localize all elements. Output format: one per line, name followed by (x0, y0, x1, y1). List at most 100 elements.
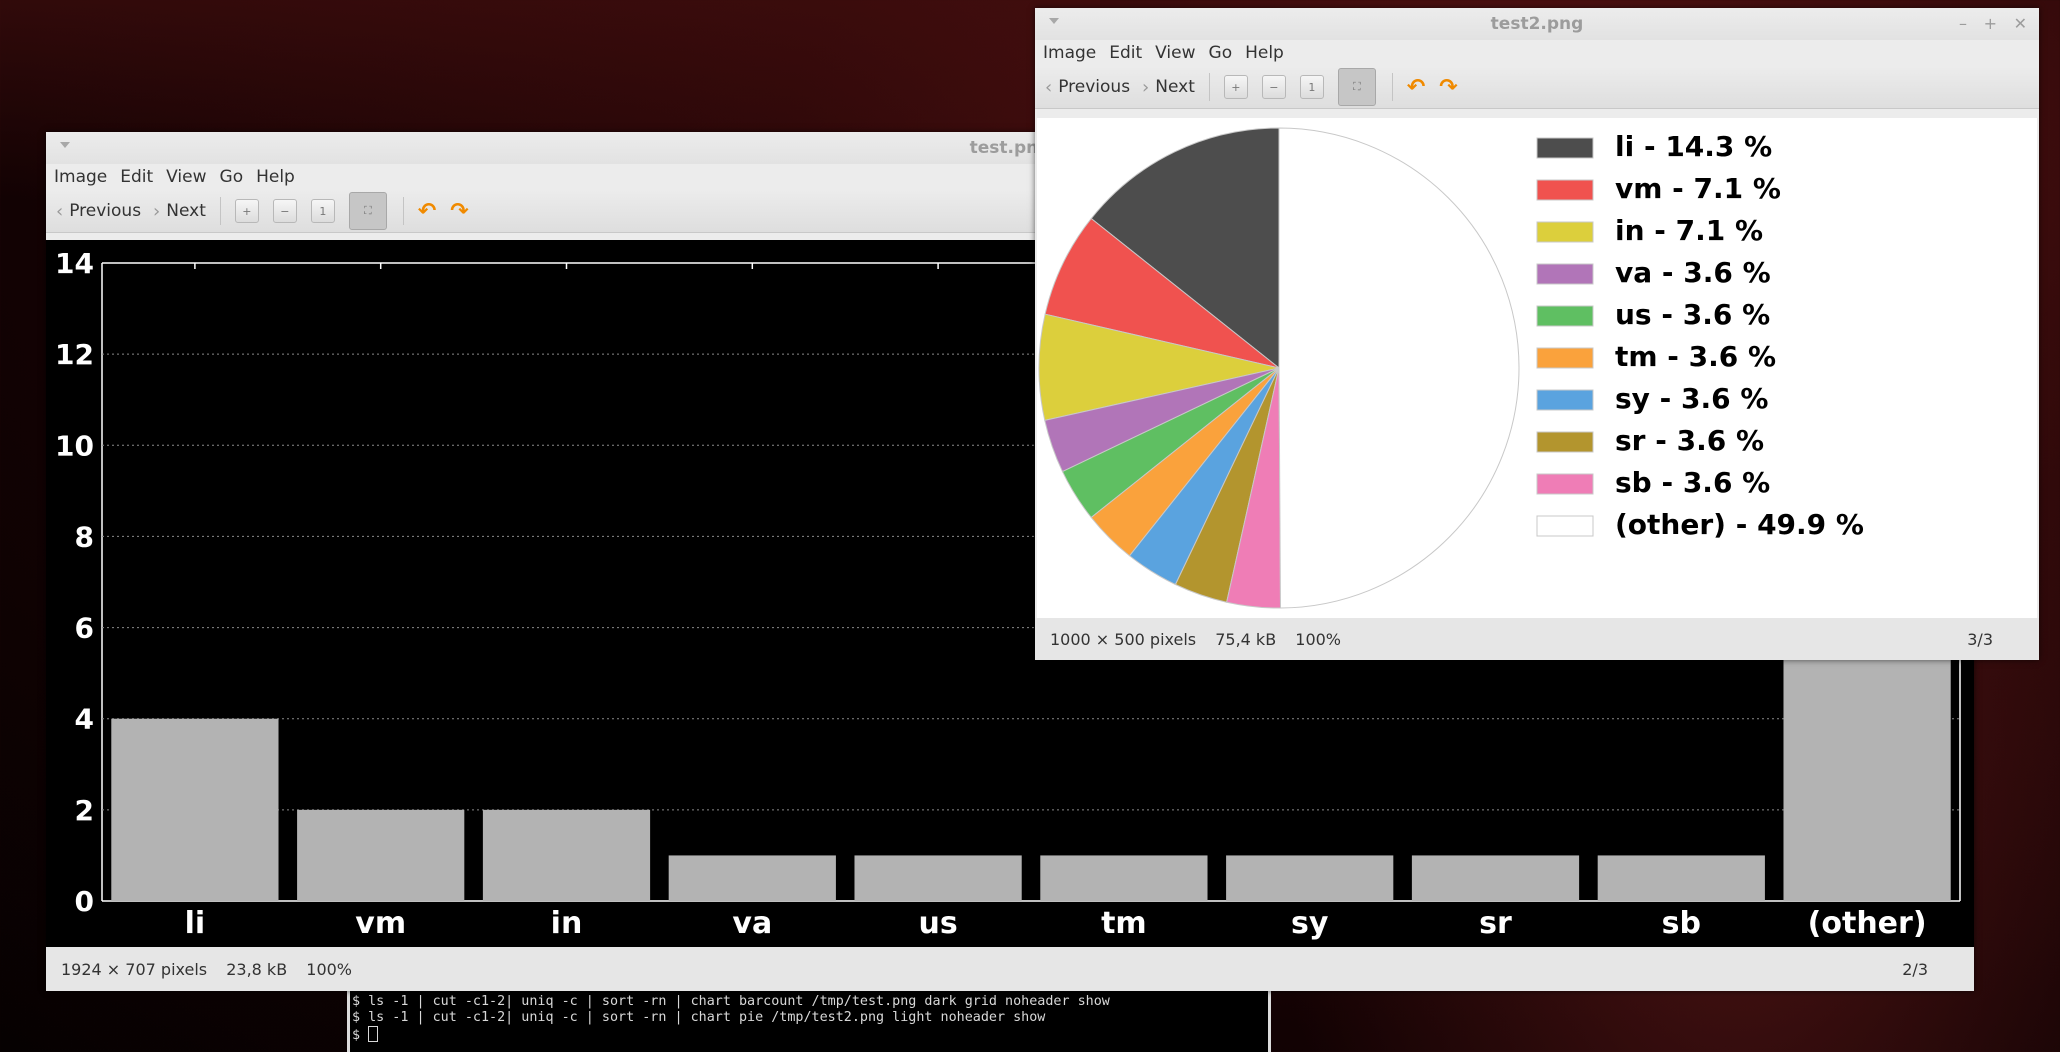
image-dimensions: 1000 × 500 pixels (1050, 629, 1197, 649)
next-label: Next (1155, 77, 1195, 97)
toolbar-separator (1208, 73, 1210, 101)
window-title: test2.png (1490, 14, 1584, 34)
previous-button[interactable]: ‹ Previous (56, 201, 141, 222)
legend-label-3: va - 3.6 % (1615, 256, 1771, 289)
bar-sy (1226, 855, 1394, 901)
rotate-right-icon[interactable]: ↷ (1439, 74, 1458, 100)
arrow-right-icon: › (1142, 76, 1150, 98)
arrow-left-icon: ‹ (1045, 76, 1053, 98)
image-position: 3/3 (1967, 629, 1993, 649)
legend-label-1: vm - 7.1 % (1615, 172, 1781, 205)
legend-swatch-2 (1536, 221, 1594, 243)
legend-label-6: sy - 3.6 % (1615, 382, 1768, 415)
y-tick-label: 14 (55, 247, 94, 280)
legend-swatch-4 (1536, 305, 1594, 327)
menu-image[interactable]: Image (54, 167, 108, 187)
menu-image[interactable]: Image (1043, 43, 1097, 63)
zoom-level: 100% (1295, 629, 1342, 649)
legend-label-2: in - 7.1 % (1615, 214, 1763, 247)
next-button[interactable]: › Next (153, 201, 206, 222)
previous-button[interactable]: ‹ Previous (1045, 77, 1130, 98)
close-icon[interactable]: ✕ (2013, 14, 2027, 33)
window-title: test.png (969, 138, 1051, 158)
legend-label-0: li - 14.3 % (1615, 130, 1772, 163)
menu-help[interactable]: Help (256, 167, 295, 187)
zoom-normal-icon[interactable]: 1 (1299, 75, 1324, 99)
zoom-fit-icon[interactable]: ⛶ (348, 192, 387, 230)
menu-help[interactable]: Help (1245, 43, 1284, 63)
bar-vm (297, 809, 465, 901)
statusbar: 1000 × 500 pixels 75,4 kB 100% 3/3 (1035, 618, 2039, 660)
zoom-fit-icon[interactable]: ⛶ (1337, 68, 1376, 106)
prompt-text: $ (352, 1028, 369, 1043)
legend-swatch-8 (1536, 473, 1594, 495)
menu-view[interactable]: View (1155, 43, 1196, 63)
zoom-out-icon[interactable]: − (272, 199, 297, 223)
previous-label: Previous (1058, 77, 1131, 97)
arrow-left-icon: ‹ (56, 200, 64, 222)
zoom-in-icon[interactable]: + (234, 199, 259, 223)
arrow-right-icon: › (153, 200, 161, 222)
terminal-line-2: $ ls -1 | cut -c1-2| uniq -c | sort -rn … (352, 1010, 1046, 1025)
zoom-level: 100% (306, 959, 353, 979)
legend-label-5: tm - 3.6 % (1615, 340, 1776, 373)
zoom-normal-icon[interactable]: 1 (310, 199, 335, 223)
y-tick-label: 10 (55, 429, 94, 462)
toolbar: ‹ Previous › Next + − 1 ⛶ ↶ ↷ (1035, 66, 2039, 109)
legend-label-4: us - 3.6 % (1615, 298, 1770, 331)
menu-edit[interactable]: Edit (120, 167, 154, 187)
rotate-left-icon[interactable]: ↶ (417, 198, 437, 224)
terminal[interactable]: $ ls -1 | cut -c1-2| uniq -c | sort -rn … (347, 990, 1271, 1052)
bar-tm (1040, 855, 1208, 901)
next-button[interactable]: › Next (1142, 77, 1195, 98)
legend-label-7: sr - 3.6 % (1615, 424, 1764, 457)
menu-view[interactable]: View (166, 167, 207, 187)
menubar: Image Edit View Go Help (46, 164, 1974, 190)
y-tick-label: 12 (55, 338, 94, 371)
image-viewer-window-test2[interactable]: test2.png – + ✕ Image Edit View Go Help … (1035, 8, 2039, 660)
legend-label-8: sb - 3.6 % (1615, 466, 1770, 499)
y-tick-label: 4 (75, 703, 94, 736)
x-tick-label: vm (355, 906, 406, 941)
y-tick-label: 2 (75, 794, 94, 827)
y-tick-label: 0 (75, 885, 94, 918)
pie-slice-0 (1090, 127, 1280, 370)
terminal-line-1: $ ls -1 | cut -c1-2| uniq -c | sort -rn … (352, 994, 1110, 1009)
minimize-icon[interactable]: – (1959, 14, 1967, 33)
pie-chart: li - 14.3 % vm - 7.1 % in - 7.1 % va - 3.6 … (1038, 127, 1864, 609)
legend-swatch-7 (1536, 431, 1594, 453)
x-tick-label: us (918, 906, 957, 941)
image-position: 2/3 (1902, 959, 1928, 979)
legend-swatch-3 (1536, 263, 1594, 285)
legend-swatch-9 (1536, 515, 1594, 537)
legend-swatch-6 (1536, 389, 1594, 411)
x-tick-label: sr (1479, 906, 1512, 941)
rotate-right-icon[interactable]: ↷ (450, 198, 469, 224)
x-tick-label: sb (1662, 906, 1701, 941)
toolbar-separator (402, 197, 404, 225)
x-tick-label: va (732, 906, 772, 941)
x-tick-label: li (185, 906, 206, 941)
menu-edit[interactable]: Edit (1109, 43, 1143, 63)
toolbar-separator (1391, 73, 1393, 101)
x-tick-label: sy (1291, 906, 1329, 941)
legend-swatch-0 (1536, 137, 1594, 159)
window-menu-icon[interactable] (1049, 18, 1059, 24)
maximize-icon[interactable]: + (1983, 14, 1997, 33)
menubar: Image Edit View Go Help (1035, 40, 2039, 66)
bar-us (854, 855, 1022, 901)
y-tick-label: 8 (75, 520, 94, 553)
zoom-out-icon[interactable]: − (1261, 75, 1286, 99)
menu-go[interactable]: Go (1208, 43, 1233, 63)
window-menu-icon[interactable] (60, 142, 70, 148)
image-dimensions: 1924 × 707 pixels (61, 959, 208, 979)
bar-li (111, 718, 279, 901)
cursor (368, 1026, 379, 1042)
terminal-prompt[interactable]: $ (352, 1026, 1268, 1044)
menu-go[interactable]: Go (219, 167, 244, 187)
rotate-left-icon[interactable]: ↶ (1406, 74, 1426, 100)
titlebar[interactable]: test2.png – + ✕ (1035, 8, 2039, 40)
zoom-in-icon[interactable]: + (1223, 75, 1248, 99)
x-tick-label: tm (1101, 906, 1147, 941)
pie-slice-9 (1278, 127, 1520, 609)
